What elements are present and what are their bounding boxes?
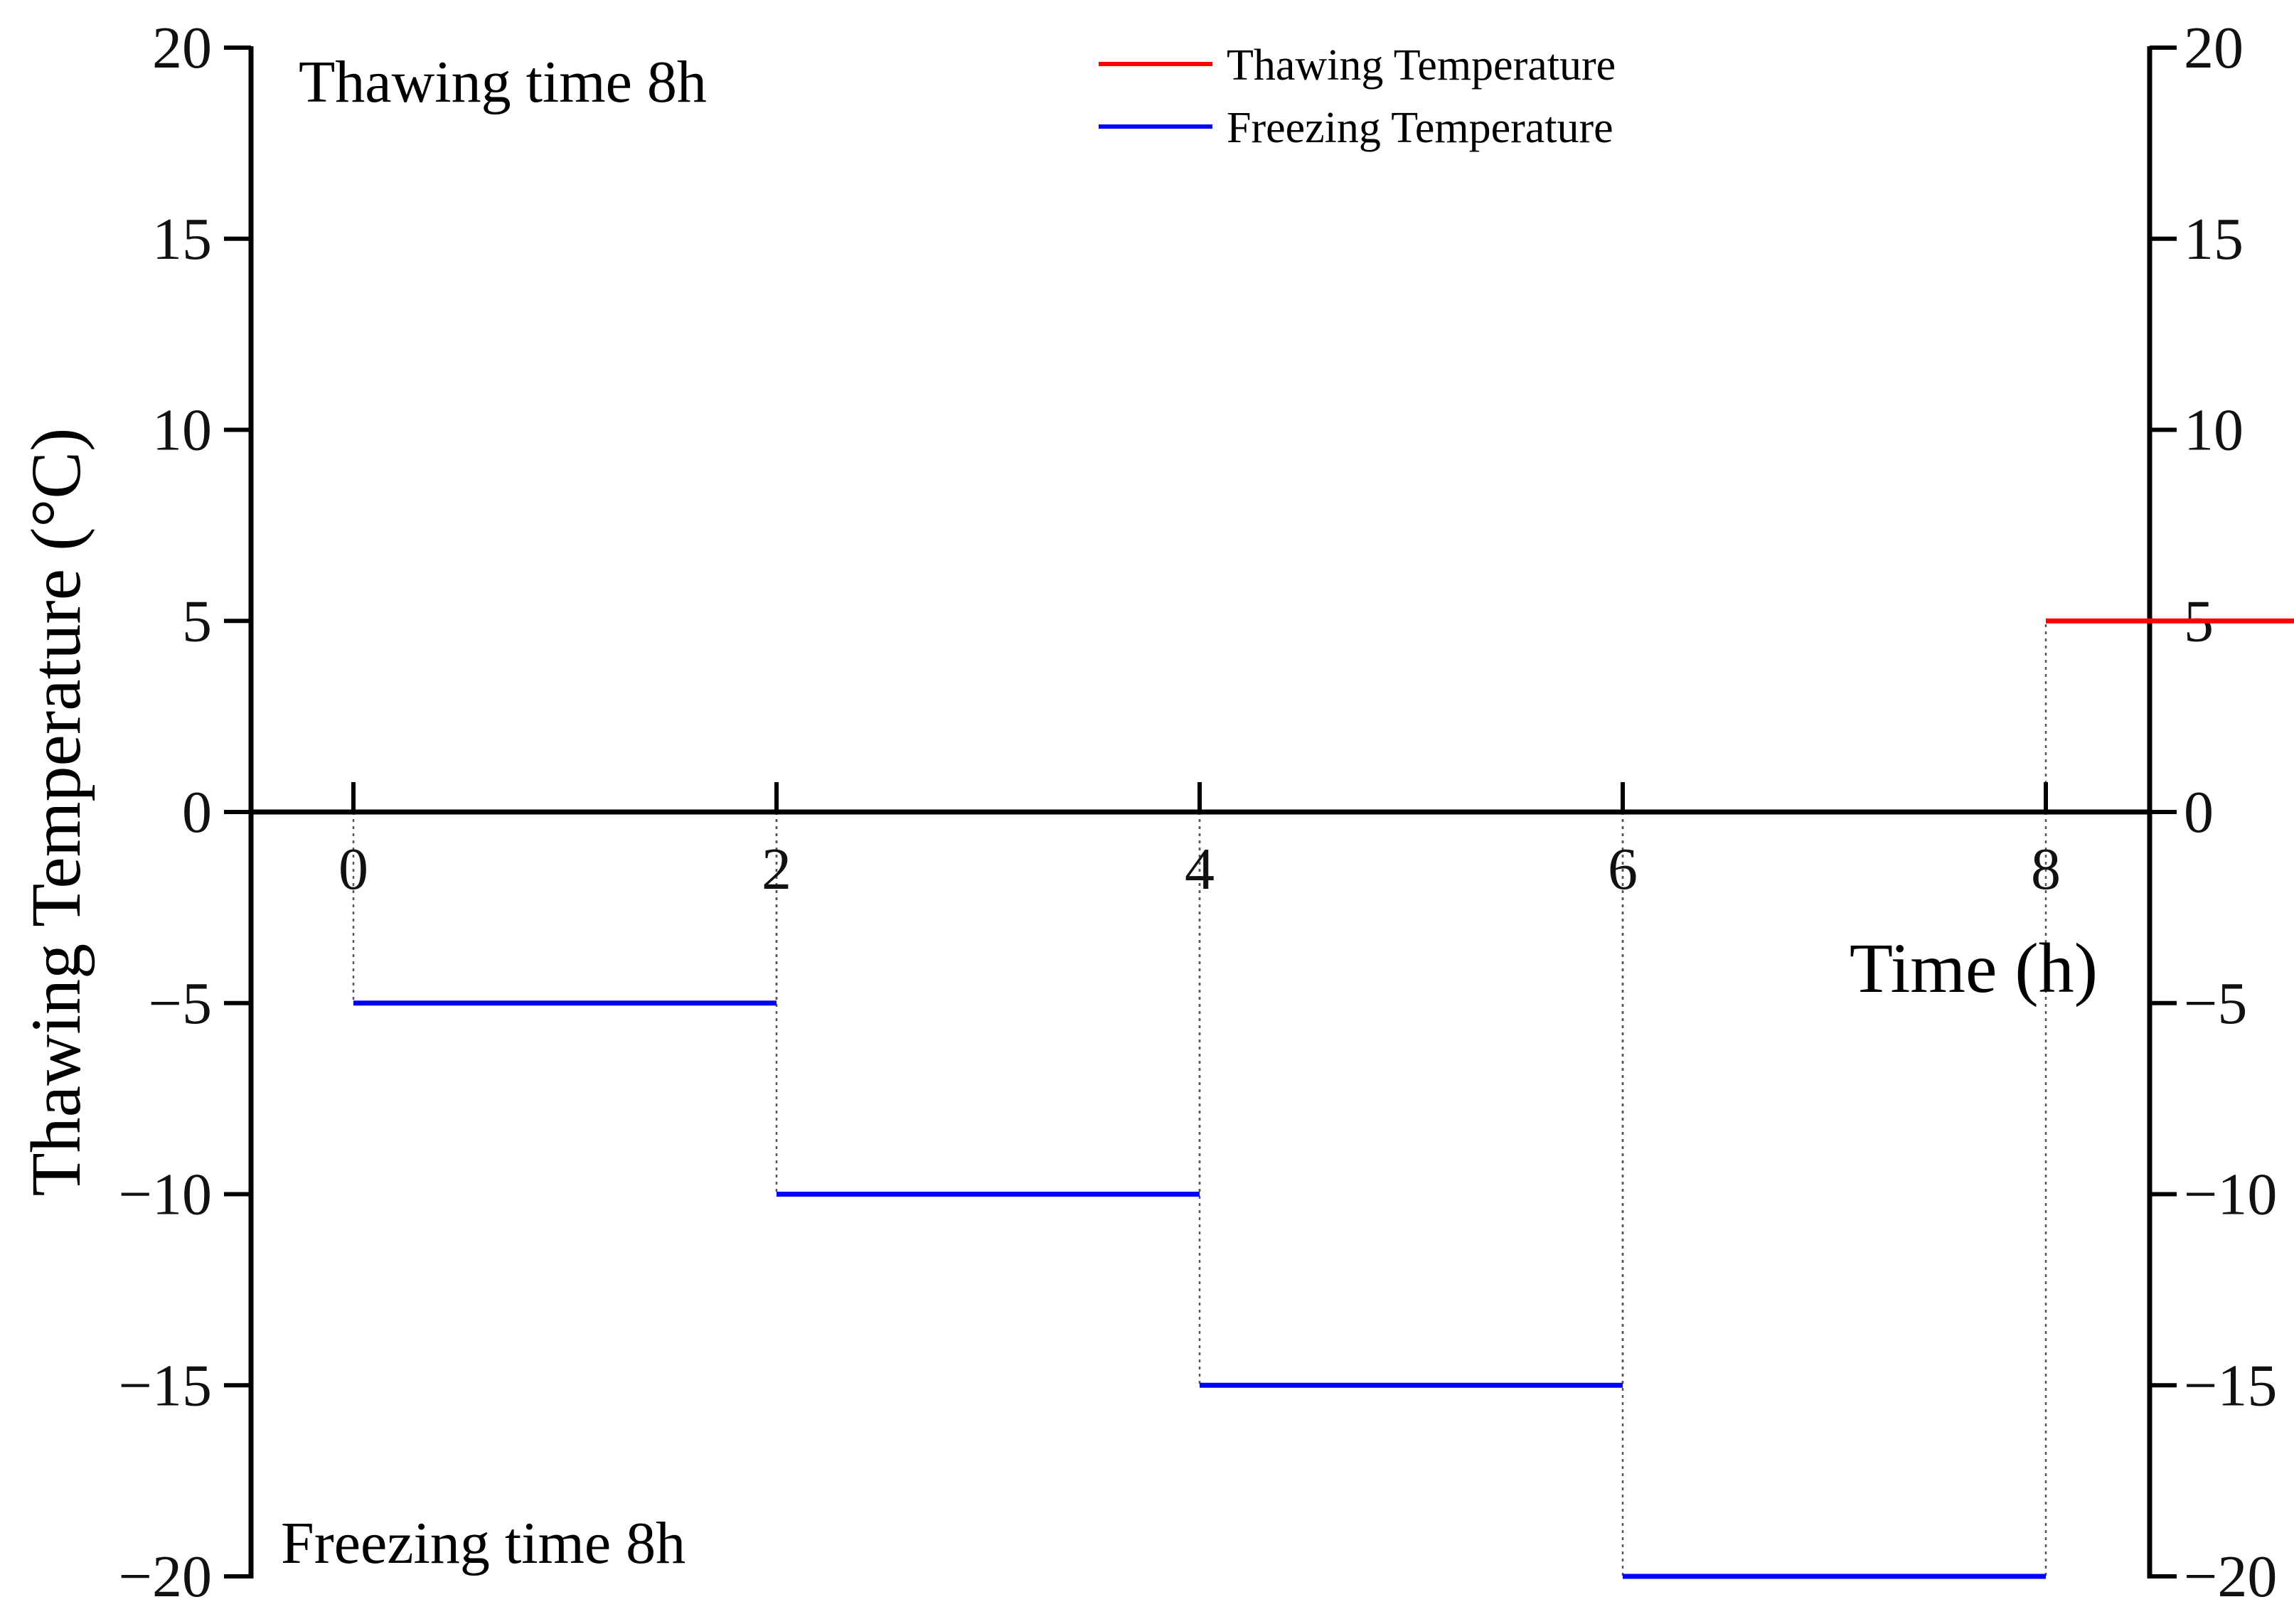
x-tick-label: 8 (2031, 836, 2061, 902)
x-tick-label: 6 (1608, 836, 1638, 902)
left-y-tick-label: −10 (119, 1162, 212, 1228)
x-tick-label: 4 (1185, 836, 1215, 902)
legend: Thawing Temperature Freezing Temperature (1099, 41, 1616, 152)
left-y-tick-label: −20 (119, 1544, 212, 1610)
legend-label-thawing: Thawing Temperature (1227, 41, 1616, 90)
thawing-time-annotation: Thawing time 8h (299, 49, 707, 115)
right-y-tick-label: −15 (2184, 1352, 2277, 1419)
legend-label-freezing: Freezing Temperature (1227, 104, 1613, 152)
left-y-ticks: 20 15 10 5 0 −5 −10 −15 −20 (119, 15, 251, 1610)
left-y-tick-label: 5 (182, 588, 212, 654)
right-y-tick-label: −10 (2184, 1162, 2277, 1228)
y-axis-title: Thawing Temperature (°C) (16, 428, 95, 1197)
right-y-tick-label: 20 (2184, 15, 2244, 81)
left-y-tick-label: 20 (152, 15, 212, 81)
right-y-tick-label: 15 (2184, 206, 2244, 272)
x-ticks: 0246810121416 (338, 782, 2061, 902)
right-y-tick-label: −5 (2184, 971, 2247, 1037)
right-y-tick-label: 0 (2184, 779, 2214, 845)
dotted-guides (352, 621, 2047, 1576)
right-y-tick-label: 10 (2184, 397, 2244, 464)
left-y-tick-label: −5 (149, 971, 212, 1037)
right-y-tick-label: −20 (2184, 1544, 2277, 1610)
left-y-tick-label: −15 (119, 1352, 212, 1419)
data-segments (353, 618, 2294, 1579)
x-tick-label: 0 (338, 836, 368, 902)
x-axis-title: Time (h) (1850, 929, 2098, 1008)
left-y-tick-label: 0 (182, 779, 212, 845)
x-tick-label: 2 (762, 836, 791, 902)
freezing-time-annotation: Freezing time 8h (281, 1510, 685, 1576)
left-y-tick-label: 10 (152, 397, 212, 464)
left-y-tick-label: 15 (152, 206, 212, 272)
